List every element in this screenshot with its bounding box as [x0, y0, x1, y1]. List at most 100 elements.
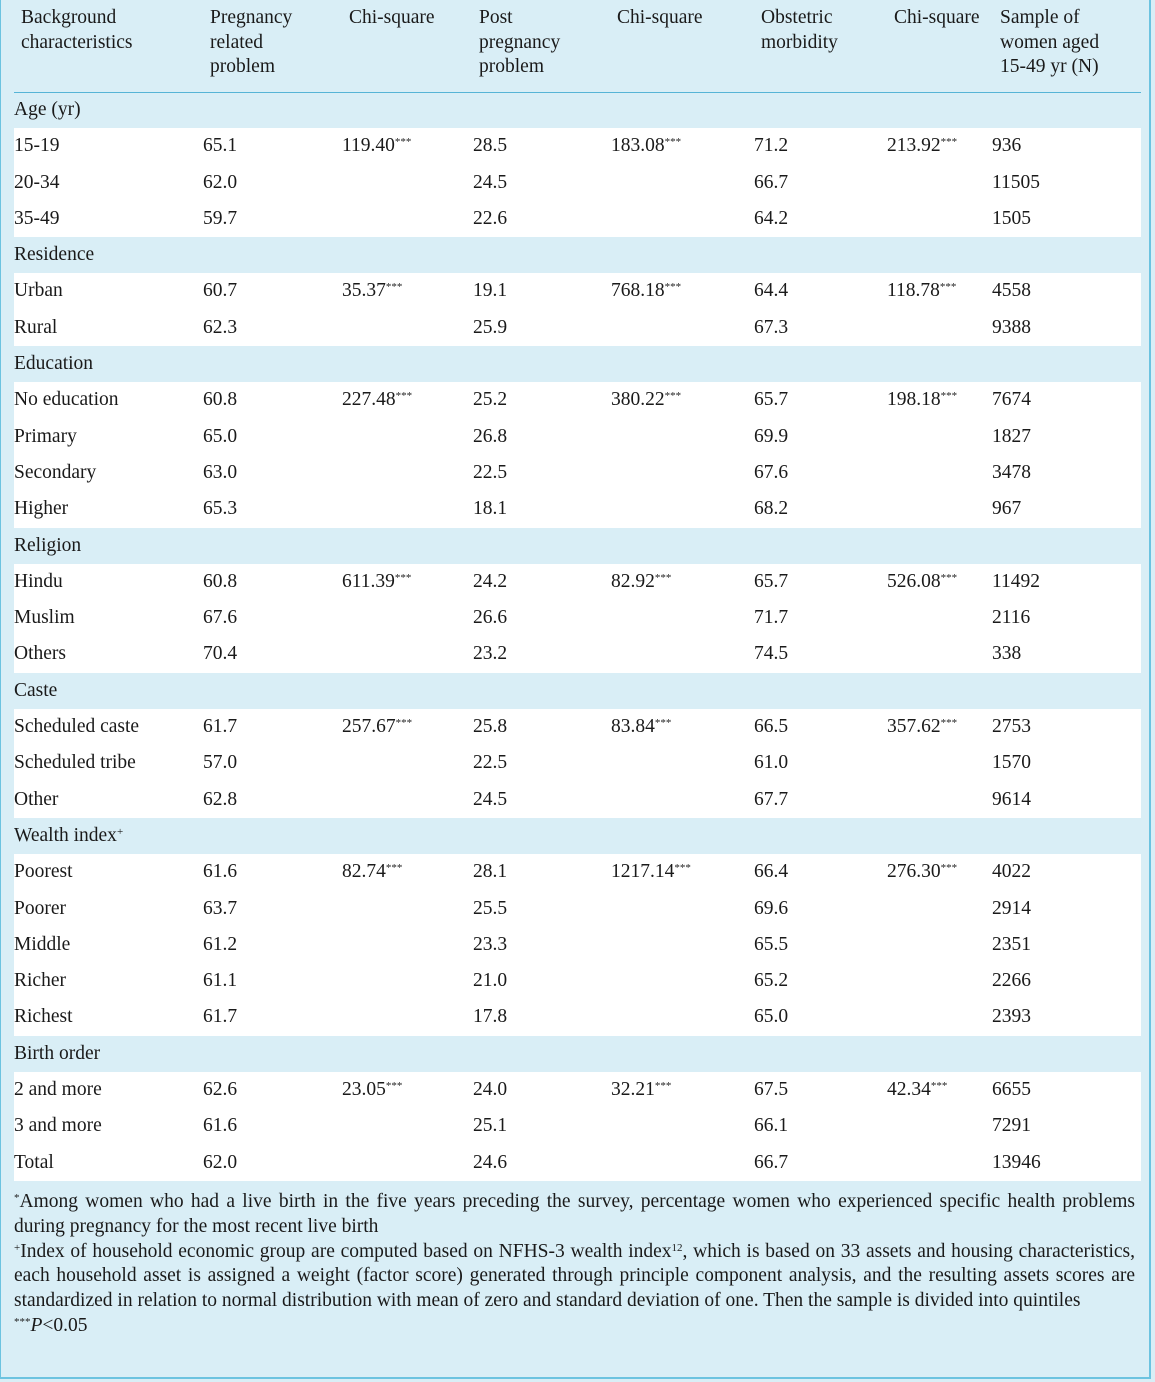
section-header-row: Wealth index+ [14, 818, 1141, 854]
post-pregnancy-value-text: 25.9 [473, 316, 508, 338]
sample-size-value-text: 1570 [992, 752, 1031, 774]
obstetric-morbidity-value: 65.5 [754, 927, 788, 963]
chi-square-3-value-text: 198.18 [887, 389, 941, 411]
table-header: Background characteristics Pregnancy rel… [14, 0, 1141, 93]
row-label-text: 2 and more [14, 1079, 102, 1101]
row-label-text: Urban [14, 280, 63, 302]
sample-size-value: 1827 [992, 419, 1031, 455]
chi-square-3-value-text: 276.30 [887, 861, 941, 883]
obstetric-morbidity-value: 68.2 [754, 491, 788, 527]
pregnancy-related-value: 65.1 [203, 128, 237, 164]
row-label: Higher [14, 491, 68, 527]
obstetric-morbidity-value: 64.4 [754, 273, 788, 309]
post-pregnancy-value: 24.5 [473, 782, 507, 818]
post-pregnancy-value-text: 22.5 [473, 461, 508, 483]
post-pregnancy-value: 17.8 [473, 999, 507, 1035]
sample-size-value: 6655 [992, 1072, 1031, 1108]
table-row: Richest 61.7 17.8 65.0 2393 [14, 999, 1141, 1036]
header-post-pregnancy-problem: Post pregnancy problem [479, 7, 561, 77]
post-pregnancy-value-text: 22.6 [473, 207, 508, 229]
chi-square-2-value: 1217.14*** [611, 854, 691, 890]
sample-size-value-text: 1505 [992, 207, 1031, 229]
sample-size-value: 967 [992, 491, 1021, 527]
pregnancy-related-value-text: 60.8 [203, 389, 238, 411]
post-pregnancy-value-text: 28.1 [473, 861, 508, 883]
sample-size-value: 11505 [992, 165, 1040, 201]
sample-size-value: 9388 [992, 310, 1031, 346]
post-pregnancy-value-text: 26.8 [473, 425, 508, 447]
chi-square-3-value: 526.08*** [887, 564, 957, 600]
table-row: Primary 65.0 26.8 69.9 1827 [14, 418, 1141, 455]
row-label-text: Religion [14, 534, 82, 556]
pregnancy-related-value: 61.7 [203, 999, 237, 1035]
footnote-2: +Index of household economic group are c… [14, 1240, 1135, 1314]
pregnancy-related-value-text: 60.7 [203, 280, 238, 302]
row-label: Rural [14, 310, 57, 346]
pregnancy-related-value: 59.7 [203, 201, 237, 237]
row-label-text: Total [14, 1151, 54, 1173]
table-row: No education 60.8 227.48*** 25.2 380.22*** 65… [14, 382, 1141, 419]
row-label-text: 3 and more [14, 1115, 102, 1137]
pregnancy-related-value: 65.0 [203, 419, 237, 455]
section-header-row: Age (yr) [14, 92, 1141, 128]
post-pregnancy-value: 23.3 [473, 927, 507, 963]
row-label-text: Poorest [14, 861, 73, 883]
chi-square-3-value: 213.92*** [887, 128, 957, 164]
post-pregnancy-value: 18.1 [473, 491, 507, 527]
table-row: 20-34 62.0 24.5 66.7 11505 [14, 164, 1141, 201]
obstetric-morbidity-value: 67.6 [754, 455, 788, 491]
chi-square-1-value: 35.37*** [342, 273, 402, 309]
row-label-text: Birth order [14, 1042, 101, 1064]
chi-square-2-value: 380.22*** [611, 382, 681, 418]
sample-size-value-text: 9614 [992, 788, 1031, 810]
chi-square-2-value-text: 768.18 [611, 280, 665, 302]
row-label: 3 and more [14, 1108, 102, 1144]
sample-size-value: 1570 [992, 745, 1031, 781]
footnote-1-text: Among women who had a live birth in the … [14, 1191, 1135, 1237]
significance-marker: *** [939, 281, 957, 294]
significance-marker: *** [395, 390, 413, 403]
obstetric-morbidity-value: 67.7 [754, 782, 788, 818]
table-row: Scheduled caste 61.7 257.67*** 25.8 83.84***… [14, 709, 1141, 746]
significance-marker: *** [930, 1080, 948, 1093]
row-label: 2 and more [14, 1072, 102, 1108]
obstetric-morbidity-value-text: 66.7 [754, 171, 789, 193]
post-pregnancy-value: 26.8 [473, 419, 507, 455]
obstetric-morbidity-value-text: 66.4 [754, 861, 789, 883]
significance-marker: *** [664, 281, 682, 294]
row-label: Total [14, 1145, 54, 1181]
pregnancy-related-value: 61.7 [203, 709, 237, 745]
chi-square-1-value-text: 82.74 [342, 861, 386, 883]
sample-size-value-text: 2116 [992, 607, 1031, 629]
obstetric-morbidity-value-text: 71.2 [754, 135, 789, 157]
obstetric-morbidity-value: 66.1 [754, 1108, 788, 1144]
significance-marker: *** [385, 1080, 403, 1093]
pregnancy-related-value-text: 70.4 [203, 643, 238, 665]
sample-size-value-text: 3478 [992, 461, 1031, 483]
obstetric-morbidity-value-text: 65.0 [754, 1006, 789, 1028]
chi-square-2-value: 768.18*** [611, 273, 681, 309]
chi-square-3-value-text: 526.08 [887, 570, 941, 592]
table-row: Urban 60.7 35.37*** 19.1 768.18*** 64.4 118.78… [14, 273, 1141, 310]
post-pregnancy-value: 24.6 [473, 1145, 507, 1181]
obstetric-morbidity-value-text: 67.3 [754, 316, 789, 338]
sample-size-value-text: 2266 [992, 970, 1031, 992]
significance-marker: *** [385, 281, 403, 294]
header-chi-square-1: Chi-square [349, 7, 435, 28]
row-label: Hindu [14, 564, 63, 600]
post-pregnancy-value: 26.6 [473, 600, 507, 636]
post-pregnancy-value-text: 25.5 [473, 897, 508, 919]
chi-square-3-value: 42.34*** [887, 1072, 947, 1108]
post-pregnancy-value: 23.2 [473, 636, 507, 672]
obstetric-morbidity-value: 67.3 [754, 310, 788, 346]
post-pregnancy-value: 25.2 [473, 382, 507, 418]
pregnancy-related-value: 70.4 [203, 636, 237, 672]
row-label: Urban [14, 273, 63, 309]
pregnancy-related-value-text: 63.7 [203, 897, 238, 919]
row-label: Middle [14, 927, 70, 963]
obstetric-morbidity-value-text: 64.4 [754, 280, 789, 302]
chi-square-1-value-text: 257.67 [342, 716, 396, 738]
sample-size-value-text: 4022 [992, 861, 1031, 883]
pregnancy-related-value: 60.8 [203, 382, 237, 418]
